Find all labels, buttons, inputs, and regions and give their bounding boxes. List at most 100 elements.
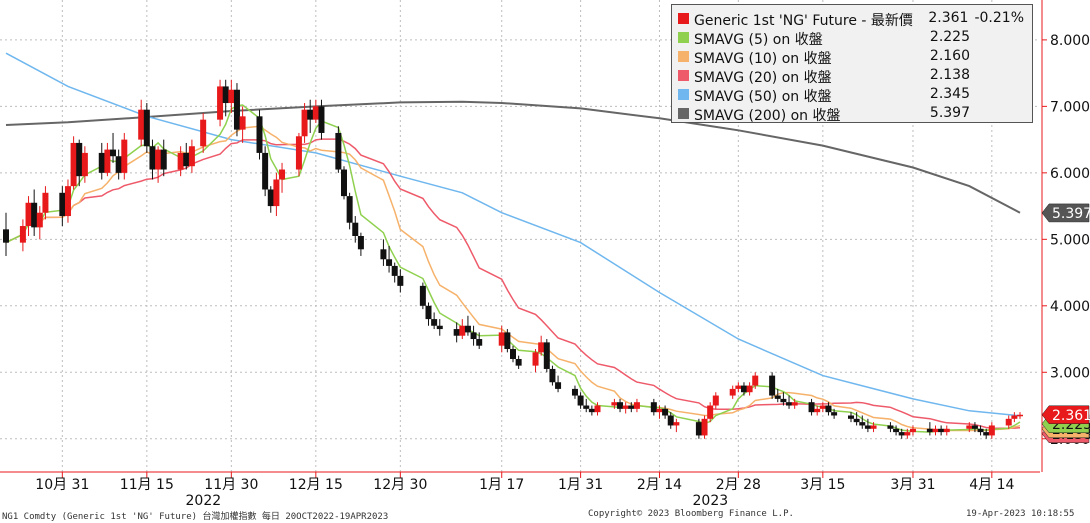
candle-body	[926, 428, 933, 433]
candle-body	[504, 332, 511, 350]
candle-body	[983, 432, 990, 436]
legend-label: SMAVG (10) on 收盤	[694, 51, 832, 67]
candle-body	[115, 156, 122, 173]
candle-body	[357, 236, 364, 250]
value-tag-label: 2.361	[1052, 408, 1090, 424]
x-tick-label: 12月 30	[373, 477, 427, 493]
x-tick-label: 2月 14	[637, 477, 682, 493]
legend-label: Generic 1st 'NG' Future - 最新價	[694, 13, 913, 29]
candle-body	[667, 415, 674, 426]
candle-body	[217, 86, 224, 120]
candle-body	[729, 388, 736, 396]
candle-body	[42, 192, 49, 213]
legend-row-sma200: SMAVG (200) on 收盤 5.397	[678, 105, 1024, 124]
candle-body	[160, 149, 167, 170]
candle-body	[909, 428, 916, 433]
candle-body	[740, 385, 747, 393]
candle-body	[893, 428, 900, 433]
value-tag-label: 5.397	[1052, 206, 1090, 222]
candle-body	[273, 179, 280, 207]
candle-body	[656, 408, 663, 413]
candle-body	[988, 425, 995, 436]
candle-body	[555, 382, 562, 389]
candle-body	[932, 428, 939, 433]
candle-body	[453, 329, 460, 336]
legend-row-sma50: SMAVG (50) on 收盤 2.345	[678, 86, 1024, 105]
value-tag	[1041, 405, 1090, 425]
candle-body	[571, 388, 578, 396]
candle-body	[431, 319, 438, 326]
candle-body	[239, 116, 246, 130]
y-tick-label: 5.000	[1050, 232, 1090, 248]
candle-body	[1017, 414, 1023, 417]
legend-swatch	[678, 89, 689, 100]
candle-body	[222, 86, 229, 104]
candle-body	[633, 402, 640, 409]
sma5-line	[5, 104, 1021, 433]
value-tag	[1041, 203, 1090, 223]
candle-body	[549, 368, 556, 383]
candle-body	[36, 212, 43, 228]
candle-body	[786, 402, 793, 406]
candle-body	[735, 385, 742, 389]
candle-body	[622, 405, 629, 409]
candle-body	[583, 405, 590, 409]
candle-body	[256, 116, 263, 153]
candle-body	[138, 109, 145, 140]
candle-body	[104, 149, 111, 173]
candle-body	[707, 405, 714, 419]
candle-body	[808, 402, 815, 413]
candle-body	[335, 132, 342, 170]
candle-body	[791, 402, 798, 406]
candle-body	[312, 106, 319, 120]
candle-body	[419, 285, 426, 306]
candle-body	[864, 425, 871, 429]
candle-body	[352, 222, 359, 236]
candle-body	[98, 152, 105, 173]
y-tick-label: 3.000	[1050, 365, 1090, 381]
legend-value: 2.345	[929, 86, 970, 102]
candle-body	[228, 89, 235, 104]
x-tick-label: 4月 14	[969, 477, 1014, 493]
year-label: 2023	[693, 493, 729, 509]
candle-body	[386, 259, 393, 266]
x-tick-label: 12月 15	[289, 477, 343, 493]
year-label: 2022	[186, 493, 222, 509]
candle-body	[577, 395, 584, 406]
candle-body	[64, 186, 71, 217]
candle-body	[701, 418, 708, 436]
legend-swatch	[678, 51, 689, 62]
candle-body	[155, 149, 162, 170]
candle-body	[81, 152, 88, 177]
candle-body	[464, 325, 471, 333]
legend-swatch	[678, 13, 689, 24]
sma20-line	[5, 138, 1021, 430]
x-tick-label: 1月 17	[479, 477, 524, 493]
candle-body	[425, 305, 432, 320]
candle-body	[594, 405, 601, 413]
candle-body	[588, 408, 595, 413]
moving-average-lines	[5, 52, 1021, 433]
y-tick-label: 4.000	[1050, 299, 1090, 315]
legend-swatch	[678, 32, 689, 43]
candle-body	[628, 405, 635, 409]
candle-body	[966, 425, 973, 429]
legend-value: 2.160	[929, 48, 970, 64]
x-tick-label: 2月 28	[716, 477, 761, 493]
candle-body	[662, 408, 669, 416]
candlesticks	[3, 79, 1023, 439]
candle-body	[76, 142, 83, 177]
candle-body	[380, 249, 387, 260]
x-tick-label: 3月 31	[890, 477, 935, 493]
sma10-line	[5, 125, 1021, 432]
candle-body	[1011, 415, 1018, 419]
candle-body	[898, 432, 905, 436]
candle-body	[943, 428, 950, 433]
legend-row-sma5: SMAVG (5) on 收盤 2.225	[678, 29, 1024, 48]
candle-body	[848, 415, 854, 419]
candle-body	[70, 142, 77, 187]
candle-body	[695, 422, 702, 436]
candle-body	[532, 352, 539, 366]
